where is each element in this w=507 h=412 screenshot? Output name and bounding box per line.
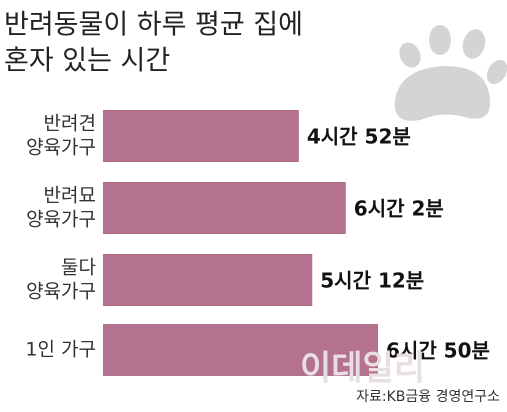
category-label: 반려견	[44, 113, 96, 135]
category-label: 둘다	[61, 257, 96, 279]
value-label: 4시간 52분	[307, 125, 411, 149]
category-label: 양육가구	[26, 281, 96, 303]
title-line: 혼자 있는 시간	[4, 46, 170, 77]
paw-icon	[394, 25, 507, 121]
category-label: 반려묘	[44, 185, 96, 207]
bar	[103, 324, 378, 376]
category-label: 양육가구	[26, 209, 96, 231]
value-label: 6시간 2분	[354, 197, 444, 221]
category-label: 양육가구	[26, 137, 96, 159]
bar	[103, 110, 299, 162]
value-label: 5시간 12분	[320, 269, 424, 293]
source: 자료:KB금융 경영연구소	[356, 389, 500, 405]
bar	[103, 182, 346, 234]
bar	[103, 254, 313, 306]
title-line: 반려동물이 하루 평균 집에	[4, 10, 303, 41]
value-label: 6시간 50분	[386, 339, 490, 363]
watermark: 이데일리	[300, 349, 425, 389]
category-label: 1인 가구	[25, 339, 96, 361]
